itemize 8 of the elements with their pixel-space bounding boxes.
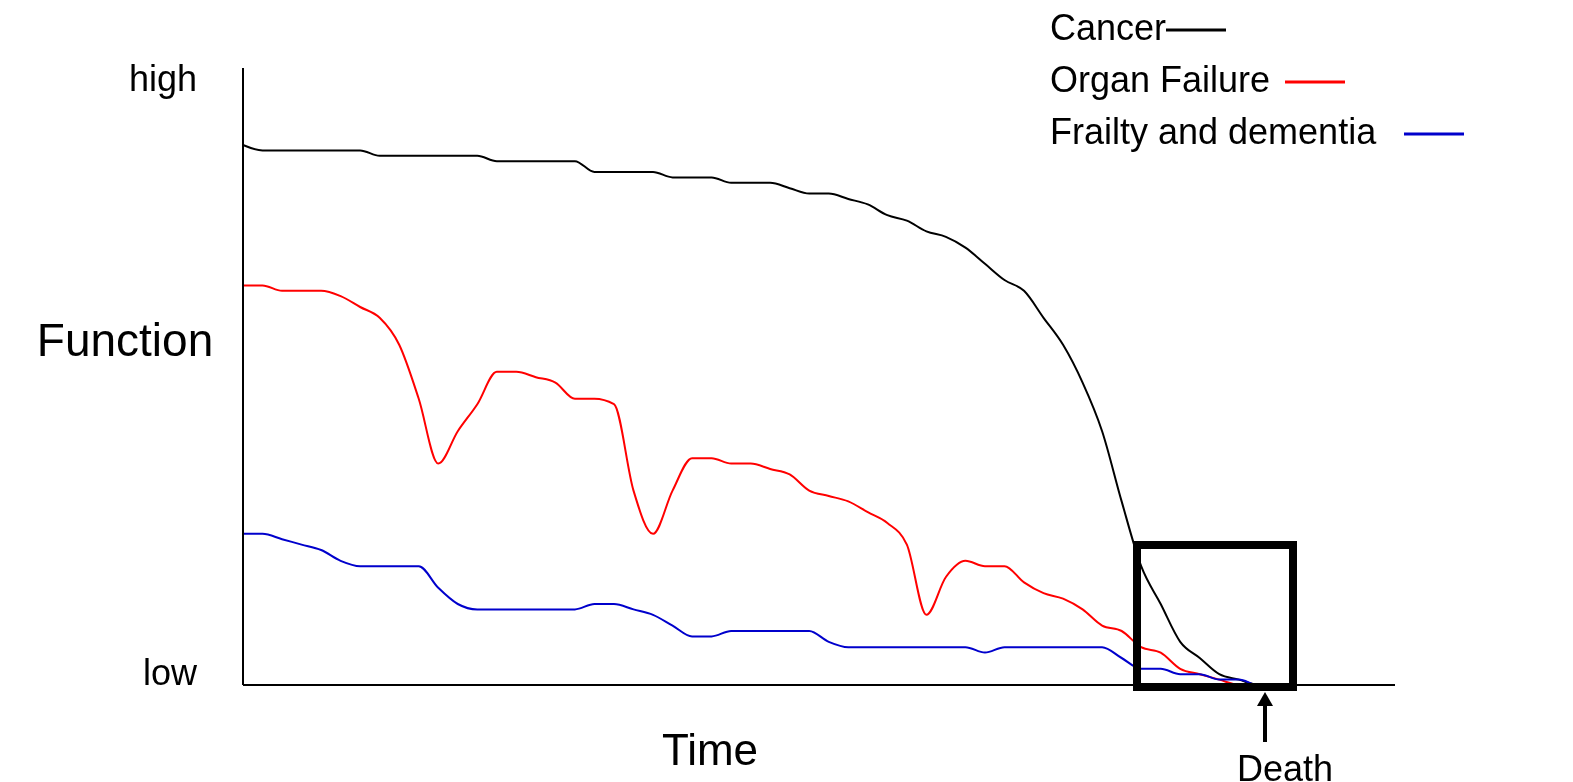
legend-label: Organ Failure	[1050, 59, 1271, 100]
text: high	[128, 57, 197, 99]
legend-label: Cancer	[1050, 7, 1167, 48]
text: low	[142, 651, 198, 693]
x-axis-title: Time	[661, 725, 759, 775]
legend-label: Frailty and dementia	[1050, 111, 1378, 152]
text: Death	[1236, 747, 1334, 782]
y-axis-title: Function	[36, 314, 214, 367]
